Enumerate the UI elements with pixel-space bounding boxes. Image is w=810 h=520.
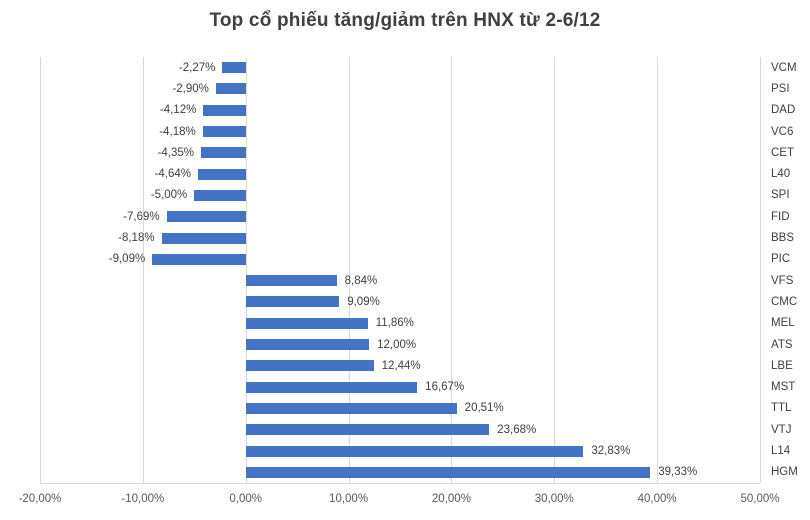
bar xyxy=(245,445,584,457)
x-axis-tick-label: 30,00% xyxy=(534,493,574,505)
bar xyxy=(166,211,246,223)
bar xyxy=(245,339,370,351)
category-label: L40 xyxy=(771,168,791,181)
bar-value-label: 11,86% xyxy=(375,317,414,330)
category-label: PSI xyxy=(771,82,790,95)
bar-value-label: -4,12% xyxy=(159,104,197,117)
chart-title: Top cổ phiếu tăng/giảm trên HNX từ 2-6/1… xyxy=(209,10,601,31)
bar-value-label: -4,18% xyxy=(159,125,196,138)
x-axis-tick-label: 20,00% xyxy=(431,493,471,505)
category-label: VC6 xyxy=(771,125,794,138)
bar xyxy=(245,424,490,436)
bar xyxy=(194,189,246,201)
bar-value-label: 12,44% xyxy=(381,359,421,372)
bar-value-label: -7,69% xyxy=(123,210,160,223)
bar xyxy=(215,83,246,95)
bar-value-label: 32,83% xyxy=(591,445,631,458)
vertical-gridline xyxy=(451,57,453,483)
category-label: VTJ xyxy=(771,423,792,436)
category-label: DAD xyxy=(771,104,796,117)
vertical-gridline xyxy=(348,57,350,483)
category-label: BBS xyxy=(771,232,795,245)
bar xyxy=(202,126,246,138)
category-label: MST xyxy=(771,381,796,394)
category-label: CMC xyxy=(771,295,798,308)
category-label: MEL xyxy=(771,317,795,330)
bar xyxy=(222,62,246,74)
category-label: LBE xyxy=(771,359,793,372)
bar xyxy=(203,104,246,116)
category-label: HGM xyxy=(771,466,798,479)
vertical-gridline xyxy=(245,57,247,483)
bar-value-label: -2,27% xyxy=(178,61,216,74)
bar-value-label: -9,09% xyxy=(108,253,146,266)
bar-value-label: -8,18% xyxy=(118,232,155,245)
vertical-gridline xyxy=(657,57,659,483)
bar xyxy=(152,253,246,265)
bar xyxy=(200,147,246,159)
bar xyxy=(245,275,337,287)
bar-value-label: -5,00% xyxy=(150,189,188,202)
vertical-gridline xyxy=(142,57,144,483)
bar xyxy=(245,381,418,393)
x-axis-tick-label: -20,00% xyxy=(18,493,62,505)
bar xyxy=(245,296,340,308)
bar xyxy=(161,232,246,244)
category-label: TTL xyxy=(771,402,792,415)
bar xyxy=(245,466,651,478)
bar xyxy=(197,168,246,180)
category-label: VFS xyxy=(771,274,794,287)
bar-value-label: 8,84% xyxy=(344,274,378,287)
bar-value-label: 20,51% xyxy=(464,402,504,415)
x-axis-tick-label: 0,00% xyxy=(229,493,263,505)
vertical-gridline xyxy=(40,57,41,483)
x-axis-tick-label: 50,00% xyxy=(740,493,780,505)
category-label: ATS xyxy=(771,338,793,351)
bar xyxy=(245,360,374,372)
category-label: SPI xyxy=(771,189,790,202)
bar-value-label: 16,67% xyxy=(425,381,465,394)
bar-value-label: 39,33% xyxy=(658,466,698,479)
category-label: CET xyxy=(771,146,794,159)
bar-value-label: -4,35% xyxy=(157,146,194,159)
bar xyxy=(245,317,368,329)
x-axis-tick-label: 40,00% xyxy=(637,493,677,505)
category-label: VCM xyxy=(771,61,797,74)
vertical-gridline xyxy=(760,57,761,483)
x-axis-tick-label: -10,00% xyxy=(121,493,165,505)
x-axis-tick-label: 10,00% xyxy=(329,493,369,505)
x-axis-line xyxy=(40,483,760,484)
bar xyxy=(245,402,457,414)
vertical-gridline xyxy=(554,57,556,483)
bar-value-label: 23,68% xyxy=(497,423,537,436)
bar-value-label: -4,64% xyxy=(154,168,191,181)
category-label: FID xyxy=(771,210,790,223)
bar-value-label: -2,90% xyxy=(172,82,209,95)
category-label: PIC xyxy=(771,253,791,266)
bar-value-label: 12,00% xyxy=(377,338,417,351)
category-label: L14 xyxy=(771,445,791,458)
bar-value-label: 9,09% xyxy=(347,295,380,308)
